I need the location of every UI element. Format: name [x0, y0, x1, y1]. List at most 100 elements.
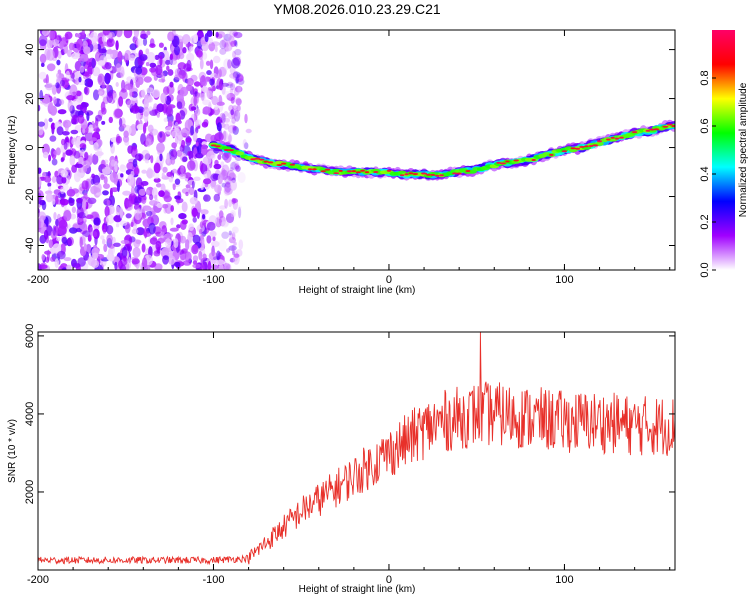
spectrogram-noise-cell: [130, 186, 135, 196]
spectrogram-noise-cell: [234, 40, 238, 48]
spectrogram-noise-cell: [55, 195, 59, 205]
spectrogram-noise-cell: [48, 154, 52, 162]
spectrogram-noise-cell: [237, 172, 246, 183]
spectrogram-noise-cell: [201, 121, 209, 128]
spectrogram-noise-cell: [202, 106, 211, 115]
spectrogram-noise-cell: [123, 130, 129, 138]
spectrogram-noise-cell: [182, 34, 191, 45]
spectrogram-noise-cell: [101, 35, 106, 43]
spectrogram-noise-cell: [224, 90, 231, 99]
spectrogram-noise-cell: [130, 105, 140, 114]
spectrogram-noise-cell: [218, 215, 226, 227]
spectrogram-noise-cell: [81, 30, 85, 36]
spectrogram-noise-cell: [154, 194, 158, 200]
spectrogram-trace-cell: [338, 169, 343, 172]
spectrogram-noise-cell: [49, 30, 56, 41]
spectrogram-noise-cell: [197, 187, 207, 193]
spectrogram-trace-cell: [584, 145, 589, 148]
spectrogram-noise-cell: [113, 214, 122, 223]
spectrogram-noise-cell: [65, 122, 69, 132]
spectrogram-noise-cell: [118, 117, 123, 127]
spectrogram-noise-cell: [57, 109, 67, 115]
spectrogram-noise-cell: [210, 173, 219, 182]
spectrogram-noise-cell: [218, 210, 224, 219]
spectrogram-noise-cell: [138, 188, 146, 196]
spectrogram-noise-cell: [200, 185, 204, 190]
spectrogram-noise-cell: [75, 33, 81, 38]
spectrogram-trace-cell: [210, 144, 217, 147]
spectrogram-noise-cell: [232, 125, 237, 131]
spectrogram-noise-cell: [171, 168, 178, 174]
colorbar-fill: [712, 30, 735, 270]
spectrogram-noise-cell: [229, 88, 234, 94]
spectrogram-noise-cell: [175, 112, 181, 124]
spectrogram-noise-cell: [216, 78, 223, 90]
spectrogram-noise-cell: [101, 159, 106, 170]
spectrogram-noise-cell: [153, 171, 160, 180]
spectrogram-noise-cell: [72, 224, 80, 229]
spectrogram-noise-cell: [149, 237, 158, 245]
spectrogram-noise-cell: [230, 109, 235, 116]
spectrogram-noise-cell: [71, 52, 80, 60]
spectrogram-noise-cell: [59, 191, 66, 198]
spectrogram-noise-cell: [185, 184, 191, 189]
spectrogram-noise-cell: [201, 238, 205, 248]
spectrogram-noise-cell: [122, 190, 131, 196]
spectrogram-noise-cell: [124, 200, 134, 208]
spectrogram-trace-cell: [307, 168, 313, 171]
spectrogram-noise-cell: [187, 160, 196, 171]
spectrogram-noise-cell: [140, 181, 149, 186]
spectrogram-noise-cell: [143, 98, 149, 110]
spectrogram-noise-cell: [90, 259, 100, 268]
spectrogram-noise-cell: [223, 117, 231, 123]
spectrogram-noise-cell: [227, 81, 234, 87]
spectrogram-noise-cell: [212, 55, 221, 64]
spectrogram-noise-cell: [75, 78, 80, 86]
spectrogram-noise-cell: [45, 82, 54, 91]
spectrogram-noise-cell: [223, 58, 231, 71]
spectrogram-noise-cell: [100, 101, 106, 113]
spectrogram-noise-cell: [106, 225, 114, 235]
spectrogram-noise-cell: [229, 83, 236, 91]
spectrogram-noise-cell: [48, 117, 53, 123]
spectrogram-noise-cell: [142, 257, 148, 269]
spectrogram-noise-cell: [142, 218, 151, 228]
spectrogram-noise-cell: [178, 213, 187, 220]
spectrogram-noise-cell: [38, 167, 42, 174]
spectrogram-noise-cell: [88, 61, 92, 68]
spectrogram-noise-cell: [235, 73, 240, 83]
spectrogram-noise-cell: [233, 241, 237, 246]
spectrogram-noise-cell: [56, 174, 64, 185]
spectrogram-noise-cell: [188, 46, 194, 52]
spectrogram-noise-cell: [149, 200, 158, 206]
spectrogram-noise-cell: [244, 142, 249, 150]
spectrogram-trace-layer: [208, 119, 675, 182]
spectrogram-noise-cell: [234, 108, 239, 117]
spectrogram-noise-cell: [174, 121, 179, 133]
spectrogram-noise-cell: [219, 48, 227, 55]
spectrogram-trace-cell: [619, 136, 624, 139]
spectrogram-noise-cell: [156, 112, 160, 118]
spectrogram-noise-cell: [224, 182, 232, 193]
spectrogram-noise-cell: [221, 164, 230, 177]
spectrogram-noise-cell: [170, 157, 176, 165]
spectrogram-noise-cell: [230, 40, 237, 48]
spectrogram-noise-cell: [195, 92, 205, 98]
spectrogram-trace-cell: [653, 128, 660, 131]
spectrogram-trace-cell: [235, 151, 245, 156]
spectrogram-noise-cell: [166, 171, 173, 177]
spectrogram-noise-cell: [166, 65, 170, 71]
spectrogram-noise-cell: [176, 224, 181, 229]
spectrogram-noise-cell: [173, 147, 177, 157]
spectrogram-noise-cell: [192, 260, 198, 265]
spectrogram-trace-cell: [333, 172, 340, 175]
spectrogram-noise-cell: [51, 176, 57, 183]
spectrogram-noise-cell: [110, 187, 119, 193]
spectrogram-trace-cell: [435, 174, 440, 177]
spectrogram-noise-cell: [87, 234, 92, 242]
spectrogram-trace-cell: [289, 163, 296, 166]
spectrogram-noise-cell: [228, 230, 232, 236]
spectrogram-noise-cell: [139, 54, 148, 61]
spectrogram-noise-cell: [110, 143, 115, 154]
